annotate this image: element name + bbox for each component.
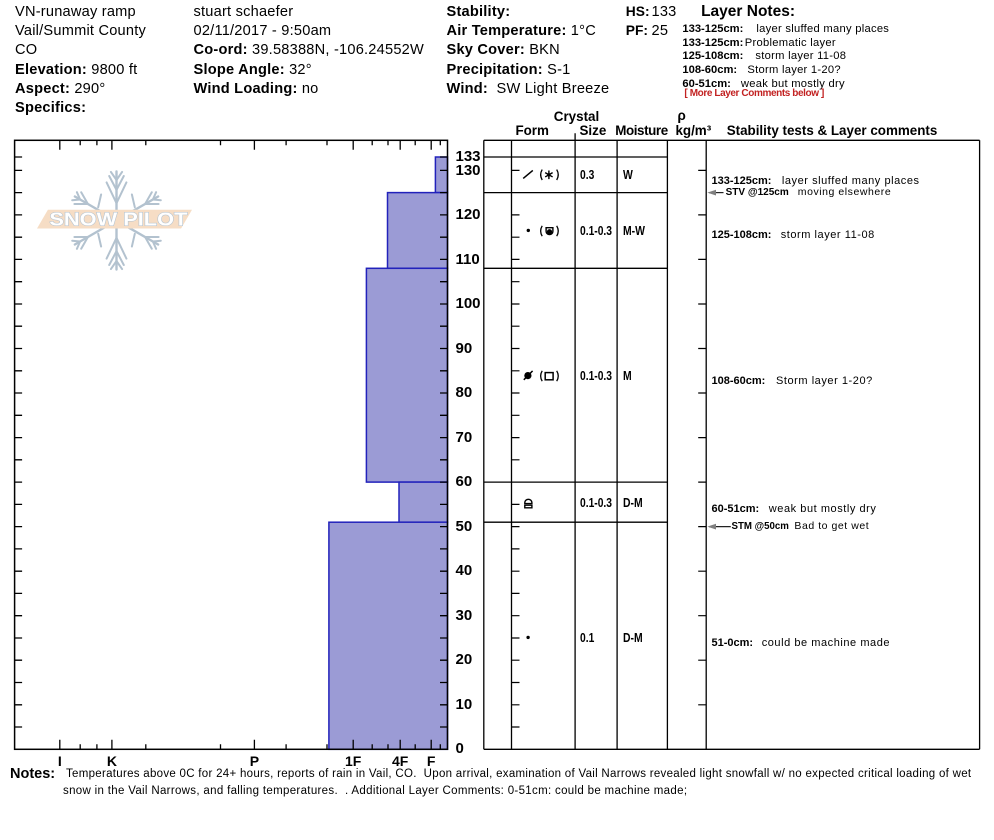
svg-text:SNOW PILOT: SNOW PILOT [49,208,188,229]
